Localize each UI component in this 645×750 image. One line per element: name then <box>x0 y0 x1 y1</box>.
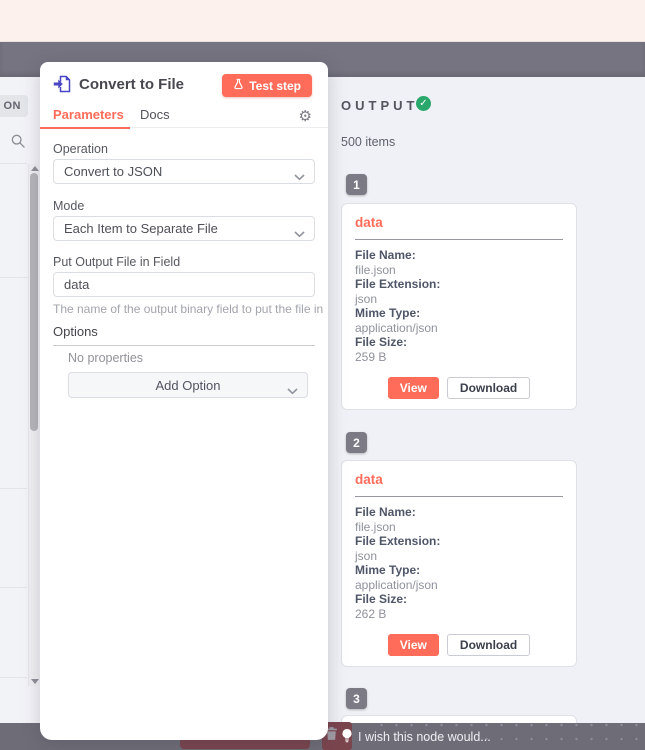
search-icon[interactable] <box>10 133 26 154</box>
node-title: Convert to File <box>79 76 185 93</box>
binary-field-name: data <box>355 215 383 230</box>
output-field-label: Put Output File in Field <box>53 255 181 269</box>
options-heading: Options <box>53 324 315 346</box>
divider <box>355 239 563 240</box>
trash-icon <box>325 726 338 746</box>
mode-label: Mode <box>53 199 85 213</box>
file-meta-label: File Size: <box>355 592 408 606</box>
output-panel: OUTPUT ✓ 500 items 1 data File Name: fil… <box>328 77 645 745</box>
output-title: OUTPUT <box>341 98 419 113</box>
json-view-toggle[interactable]: ON <box>0 95 28 117</box>
scrollbar-thumb[interactable] <box>30 173 38 431</box>
scroll-up-arrow[interactable] <box>31 166 39 171</box>
scroll-down-arrow[interactable] <box>31 679 39 684</box>
file-meta-value: application/json <box>355 577 438 592</box>
file-meta-label: File Extension: <box>355 534 441 548</box>
tab-docs[interactable]: Docs <box>140 107 170 122</box>
binary-field-name: data <box>355 472 383 487</box>
divider <box>0 587 27 588</box>
divider <box>0 277 38 278</box>
test-step-label: Test step <box>249 78 301 93</box>
divider <box>0 163 27 164</box>
divider <box>0 677 27 678</box>
node-feedback-input[interactable]: I wish this node would... <box>358 729 491 744</box>
operation-value: Convert to JSON <box>64 164 163 179</box>
view-button[interactable]: View <box>387 634 439 656</box>
divider <box>355 496 563 497</box>
output-field-hint: The name of the output binary field to p… <box>53 302 324 316</box>
item-index-badge[interactable]: 3 <box>346 688 367 709</box>
chevron-down-icon <box>294 226 305 241</box>
tabs-row: Parameters Docs ⚙ <box>40 104 328 129</box>
options-empty-text: No properties <box>68 351 144 365</box>
file-meta-value: application/json <box>355 320 438 335</box>
file-meta-value: file.json <box>355 262 396 277</box>
mode-select[interactable]: Each Item to Separate File <box>53 216 315 241</box>
file-meta-value: 262 B <box>355 606 387 621</box>
canvas-dots <box>370 723 645 750</box>
input-panel-backdrop: ON <box>0 77 40 723</box>
file-meta-value: json <box>355 548 378 563</box>
download-button[interactable]: Download <box>446 377 531 399</box>
file-meta-value: json <box>355 291 378 306</box>
file-meta-label: Mime Type: <box>355 306 421 320</box>
file-meta-value: 259 B <box>355 349 387 364</box>
input-scrollbar[interactable] <box>28 164 39 686</box>
success-check-icon: ✓ <box>416 96 431 111</box>
output-items-count: 500 items <box>341 135 396 149</box>
output-field-input[interactable] <box>53 272 315 297</box>
top-strip <box>0 0 645 42</box>
output-card: data File Name: file.json File Extension… <box>341 203 577 410</box>
convert-to-file-icon <box>53 75 71 98</box>
lightbulb-icon <box>341 728 353 749</box>
divider <box>0 488 27 489</box>
download-button[interactable]: Download <box>446 634 531 656</box>
add-option-button[interactable]: Add Option <box>68 372 308 398</box>
view-button[interactable]: View <box>387 377 439 399</box>
gear-icon[interactable]: ⚙ <box>298 107 312 125</box>
operation-select[interactable]: Convert to JSON <box>53 159 315 184</box>
output-card: data File Name: file.json File Extension… <box>341 460 577 667</box>
add-option-label: Add Option <box>155 377 221 393</box>
file-meta-label: Mime Type: <box>355 563 421 577</box>
file-meta-label: File Size: <box>355 335 408 349</box>
flask-icon <box>233 78 244 93</box>
chevron-down-icon <box>287 383 298 398</box>
file-meta-label: File Extension: <box>355 277 441 291</box>
tab-parameters[interactable]: Parameters <box>53 107 124 122</box>
mode-value: Each Item to Separate File <box>64 221 218 236</box>
operation-label: Operation <box>53 142 108 156</box>
chevron-down-icon <box>294 169 305 184</box>
file-meta-label: File Name: <box>355 505 416 519</box>
test-step-button[interactable]: Test step <box>222 74 312 97</box>
active-tab-underline <box>40 127 130 129</box>
file-meta-value: file.json <box>355 519 396 534</box>
item-index-badge[interactable]: 2 <box>346 432 367 453</box>
node-details-panel: Convert to File Test step Parameters Doc… <box>40 62 328 740</box>
file-meta-label: File Name: <box>355 248 416 262</box>
item-index-badge[interactable]: 1 <box>346 174 367 195</box>
